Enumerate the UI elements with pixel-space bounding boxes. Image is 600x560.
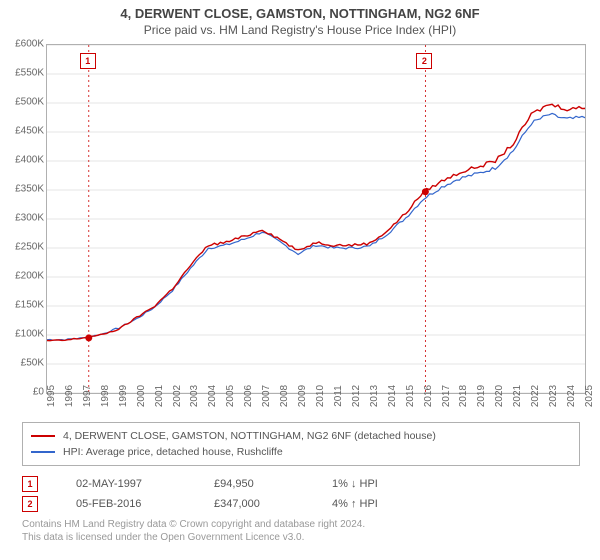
x-tick-label: 2004 (207, 385, 218, 407)
sale-marker-flag: 2 (416, 53, 432, 69)
y-tick-label: £200K (15, 271, 44, 282)
sale-marker-badge: 2 (22, 496, 38, 512)
y-tick-label: £250K (15, 242, 44, 253)
x-tick-label: 2019 (476, 385, 487, 407)
x-tick-label: 2009 (297, 385, 308, 407)
x-tick-label: 1996 (64, 385, 75, 407)
legend-row: 4, DERWENT CLOSE, GAMSTON, NOTTINGHAM, N… (31, 428, 571, 444)
sale-date: 02-MAY-1997 (76, 478, 176, 490)
chart-svg (47, 45, 585, 393)
x-tick-label: 2023 (548, 385, 559, 407)
x-tick-label: 2012 (351, 385, 362, 407)
y-tick-label: £550K (15, 68, 44, 79)
y-tick-label: £350K (15, 184, 44, 195)
legend-label: HPI: Average price, detached house, Rush… (63, 444, 283, 460)
chart-area (46, 44, 586, 394)
legend-box: 4, DERWENT CLOSE, GAMSTON, NOTTINGHAM, N… (22, 422, 580, 466)
y-tick-label: £400K (15, 155, 44, 166)
x-tick-label: 2001 (154, 385, 165, 407)
y-tick-label: £150K (15, 300, 44, 311)
legend-label: 4, DERWENT CLOSE, GAMSTON, NOTTINGHAM, N… (63, 428, 436, 444)
sale-price: £347,000 (214, 498, 294, 510)
legend-swatch (31, 435, 55, 437)
sale-date: 05-FEB-2016 (76, 498, 176, 510)
x-tick-label: 2011 (333, 385, 344, 407)
footer-text: Contains HM Land Registry data © Crown c… (22, 518, 580, 544)
y-tick-label: £100K (15, 329, 44, 340)
x-tick-label: 2013 (369, 385, 380, 407)
x-tick-label: 2021 (512, 385, 523, 407)
x-tick-label: 2014 (387, 385, 398, 407)
sale-delta: 4% ↑ HPI (332, 498, 412, 510)
y-tick-label: £450K (15, 126, 44, 137)
x-tick-label: 2003 (189, 385, 200, 407)
legend-swatch (31, 451, 55, 453)
sales-row: 1 02-MAY-1997 £94,950 1% ↓ HPI (22, 476, 580, 492)
x-tick-label: 2025 (584, 385, 595, 407)
y-tick-label: £600K (15, 39, 44, 50)
x-tick-label: 2000 (136, 385, 147, 407)
x-tick-label: 2016 (423, 385, 434, 407)
x-tick-label: 2002 (172, 385, 183, 407)
x-tick-label: 2005 (225, 385, 236, 407)
sale-marker-flag: 1 (80, 53, 96, 69)
sale-marker-badge: 1 (22, 476, 38, 492)
x-tick-label: 2007 (261, 385, 272, 407)
x-tick-label: 2017 (441, 385, 452, 407)
x-tick-label: 1998 (100, 385, 111, 407)
x-tick-label: 1995 (46, 385, 57, 407)
y-tick-label: £500K (15, 97, 44, 108)
sale-price: £94,950 (214, 478, 294, 490)
y-tick-label: £50K (21, 358, 44, 369)
x-tick-label: 2015 (405, 385, 416, 407)
sale-delta: 1% ↓ HPI (332, 478, 412, 490)
sales-table: 1 02-MAY-1997 £94,950 1% ↓ HPI 2 05-FEB-2016 £… (22, 476, 580, 512)
footer-line-1: Contains HM Land Registry data © Crown c… (22, 518, 580, 531)
x-tick-label: 2020 (494, 385, 505, 407)
x-tick-label: 2022 (530, 385, 541, 407)
x-tick-label: 2018 (458, 385, 469, 407)
x-tick-label: 2008 (279, 385, 290, 407)
legend-row: HPI: Average price, detached house, Rush… (31, 444, 571, 460)
x-tick-label: 1999 (118, 385, 129, 407)
footer-line-2: This data is licensed under the Open Gov… (22, 531, 580, 544)
page-subtitle: Price paid vs. HM Land Registry's House … (0, 21, 600, 37)
x-tick-label: 1997 (82, 385, 93, 407)
sales-row: 2 05-FEB-2016 £347,000 4% ↑ HPI (22, 496, 580, 512)
x-tick-label: 2010 (315, 385, 326, 407)
y-tick-label: £0 (33, 387, 44, 398)
y-tick-label: £300K (15, 213, 44, 224)
series-property (47, 104, 585, 340)
x-tick-label: 2024 (566, 385, 577, 407)
page-title: 4, DERWENT CLOSE, GAMSTON, NOTTINGHAM, N… (0, 0, 600, 21)
x-tick-label: 2006 (243, 385, 254, 407)
